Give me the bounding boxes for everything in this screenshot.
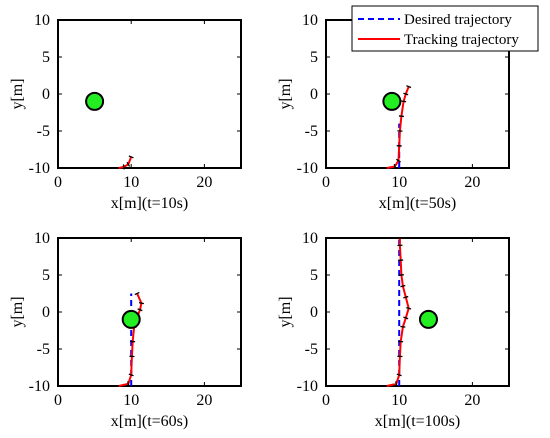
x-tick-label: 20 (464, 392, 480, 409)
plot-area (325, 237, 510, 387)
x-tick-label: 20 (464, 174, 480, 191)
y-axis-label: y[m] (277, 296, 294, 327)
y-tick-label: -10 (29, 160, 50, 177)
y-axis-label: y[m] (9, 296, 26, 327)
x-tick-label: 10 (123, 392, 139, 409)
y-tick-label: 0 (42, 304, 50, 321)
x-tick-label: 0 (54, 392, 62, 409)
x-tick-label: 10 (391, 174, 407, 191)
heading-marker (396, 373, 402, 377)
x-axis-label: x[m](t=50s) (379, 195, 456, 212)
obstacle-marker (382, 91, 402, 111)
heading-marker (403, 316, 409, 320)
x-tick-label: 0 (322, 174, 330, 191)
y-tick-label: -10 (29, 378, 50, 395)
legend: Desired trajectory Tracking trajectory (351, 5, 539, 52)
heading-marker (406, 85, 412, 89)
subplot-1: 0 10 20 10 5 0 -5 -10 x[m](t=10s) y[m] (9, 12, 242, 212)
heading-marker (395, 381, 398, 387)
y-tick-label: -5 (305, 341, 318, 358)
legend-box (351, 5, 539, 52)
y-axis-label: y[m] (9, 78, 26, 109)
y-tick-label: 0 (42, 86, 50, 103)
heading-marker (128, 155, 134, 159)
y-tick-label: 5 (42, 49, 50, 66)
heading-marker (138, 301, 145, 305)
heading-marker (403, 92, 409, 96)
y-tick-label: -10 (297, 378, 318, 395)
heading-marker (403, 295, 409, 299)
obstacle-marker (85, 91, 105, 111)
y-tick-label: 10 (302, 230, 318, 247)
subplot-4: 0 10 20 10 5 0 -5 -10 x[m](t=100s) y[m] (277, 230, 510, 430)
legend-desired-label: Desired trajectory (404, 12, 512, 28)
x-tick-label: 0 (322, 392, 330, 409)
plot-area (57, 19, 242, 169)
y-tick-label: 10 (302, 12, 318, 29)
obstacle-marker (121, 309, 141, 329)
heading-marker (393, 163, 396, 170)
x-tick-label: 10 (123, 174, 139, 191)
heading-marker (400, 284, 406, 288)
plot-area (57, 237, 242, 387)
subplot-3: 0 10 20 10 5 0 -5 -10 x[m](t=60s) y[m] (9, 230, 242, 430)
heading-marker (128, 373, 134, 377)
y-tick-label: -5 (37, 341, 50, 358)
y-tick-label: 5 (42, 267, 50, 284)
tracking-trajectory-line (118, 293, 143, 387)
heading-marker (406, 306, 412, 310)
y-tick-label: 10 (34, 12, 50, 29)
y-tick-label: 0 (310, 304, 318, 321)
legend-tracking-label: Tracking trajectory (404, 32, 519, 48)
heading-marker (126, 161, 131, 167)
heading-marker (127, 381, 130, 387)
heading-marker (398, 274, 404, 276)
tracking-trajectory-line (386, 238, 410, 387)
y-tick-label: -5 (37, 123, 50, 140)
y-axis-label: y[m] (277, 78, 294, 109)
heading-marker (134, 291, 140, 296)
y-tick-label: 5 (310, 267, 318, 284)
tracking-trajectory-line (118, 156, 133, 169)
heading-marker (395, 158, 401, 163)
heading-marker (400, 325, 406, 328)
x-tick-label: 0 (54, 174, 62, 191)
x-axis-label: x[m](t=10s) (111, 195, 188, 212)
x-tick-label: 20 (196, 392, 212, 409)
y-tick-label: 5 (310, 49, 318, 66)
y-tick-label: 0 (310, 86, 318, 103)
heading-marker (401, 100, 407, 103)
y-tick-label: -10 (297, 160, 318, 177)
heading-marker (137, 308, 143, 312)
x-axis-label: x[m](t=60s) (111, 413, 188, 430)
x-tick-label: 20 (196, 174, 212, 191)
y-tick-label: -5 (305, 123, 318, 140)
y-tick-label: 10 (34, 230, 50, 247)
obstacle-marker (418, 309, 438, 329)
x-axis-label: x[m](t=100s) (375, 413, 460, 430)
heading-marker (122, 164, 126, 170)
x-tick-label: 10 (391, 392, 407, 409)
